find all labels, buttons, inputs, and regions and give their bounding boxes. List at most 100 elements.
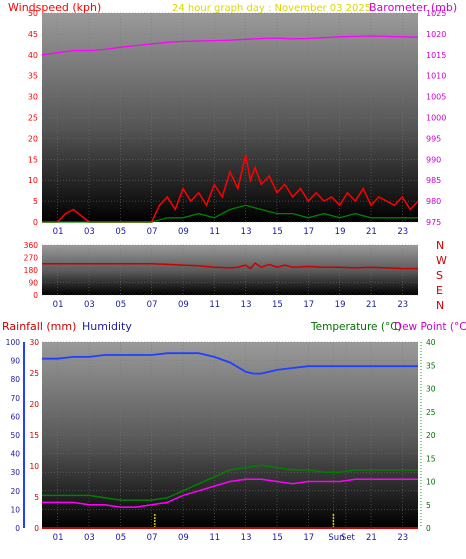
barometer-tick-label: 1005 [426,93,446,102]
windspeed-tick-label: 35 [28,72,38,81]
x-tick-label: 01 [53,533,64,543]
humidity-tick-label: 60 [10,412,20,421]
humidity-tick-label: 20 [10,487,20,496]
dewpoint-axis-title: Dew Point (°C) [394,321,466,333]
windspeed-tick-label: 45 [28,30,38,39]
windspeed-tick-label: 20 [28,134,38,143]
humidity-tick-label: 100 [6,338,21,347]
humidity-tick-label: 70 [10,394,20,403]
compass-label-e: E [436,284,443,297]
x-tick-label: 11 [209,300,220,310]
gust-series-line [42,204,418,223]
rainfall-axis-title: Rainfall (mm) [2,320,76,333]
humidity-tick-label: 50 [10,431,20,440]
temperature-tick-label: 10 [426,478,436,487]
barometer-tick-label: 1015 [426,51,446,60]
rainfall-tick-label: 10 [29,462,39,471]
barometer-tick-label: 1010 [426,72,446,81]
barometer-series-line [41,35,419,56]
x-tick-label: 07 [147,533,158,543]
humidity-tick-label: 40 [10,450,20,459]
x-tick-label: 05 [115,227,126,237]
humidity-tick-label: 10 [10,505,20,514]
x-tick-label: Set [341,533,356,543]
x-tick-label: 23 [397,533,408,543]
temperature-tick-label: 35 [426,361,436,370]
x-tick-label: 17 [303,533,314,543]
x-tick-label: 11 [209,533,220,543]
temperature-tick-label: 30 [426,385,436,394]
x-tick-label: 09 [178,533,189,543]
axes-layer: 01 03 05 07 09 11 13 15 17 19 21 230510152025303540… [6,9,447,543]
rainfall-tick-label: 0 [34,524,39,533]
humidity-tick-label: 80 [10,375,20,384]
humidity-series-line [42,352,418,375]
x-tick-label: 13 [241,227,252,237]
x-tick-label: 03 [84,533,95,543]
x-tick-label: 19 [335,300,346,310]
grid-layer [42,12,418,529]
rainfall-tick-label: 30 [29,338,39,347]
temperature-tick-label: 5 [426,501,431,510]
x-tick-label: 03 [84,227,95,237]
x-tick-label: 09 [178,227,189,237]
x-tick-label: 01 [53,227,64,237]
temperature-panel-background [42,342,418,528]
x-tick-label: 05 [115,533,126,543]
compass-label-n-top: N [436,239,444,252]
direction-tick-label: 180 [24,266,39,275]
compass-label-s: S [436,269,443,282]
series-layer [41,35,419,529]
x-tick-label: 07 [147,227,158,237]
x-tick-label: 01 [53,300,64,310]
wind-panel-background [42,13,418,222]
windspeed-tick-label: 25 [28,114,38,123]
barometer-tick-label: 995 [426,134,441,143]
temperature-tick-label: 15 [426,454,436,463]
x-tick-label: 21 [366,227,377,237]
humidity-tick-label: 90 [10,357,20,366]
temperature-tick-label: 20 [426,431,436,440]
graph-date-title: 24 hour graph day : November 03 2025 [172,3,371,14]
compass-label-w: W [436,254,447,267]
x-tick-label: 15 [272,227,283,237]
windspeed-tick-label: 10 [28,176,38,185]
humidity-tick-label: 30 [10,468,20,477]
dewpoint-series-line [42,478,418,508]
barometer-tick-label: 975 [426,218,441,227]
windspeed-tick-label: 40 [28,51,38,60]
temperature-tick-label: 25 [426,408,436,417]
x-tick-label: 23 [397,227,408,237]
temperature-tick-label: 40 [426,338,436,347]
humidity-axis-title: Humidity [82,320,132,333]
rainfall-tick-label: 25 [29,369,39,378]
humidity-tick-label: 0 [15,524,20,533]
windspeed-tick-label: 5 [33,197,38,206]
windspeed-axis-title: Windspeed (kph) [8,1,101,14]
direction-tick-label: 0 [33,291,38,300]
x-tick-label: 03 [84,300,95,310]
x-tick-label: 23 [397,300,408,310]
direction-series-line [42,262,418,270]
barometer-tick-label: 1020 [426,30,446,39]
direction-tick-label: 90 [28,279,38,288]
x-tick-label: 19 [335,227,346,237]
barometer-tick-label: 980 [426,197,441,206]
temperature-axis-title: Temperature (°C) [310,321,402,333]
barometer-axis-title: Barometer (mb) [369,1,457,14]
windspeed-tick-label: 50 [28,9,38,18]
rainfall-tick-label: 20 [29,400,39,409]
rainfall-tick-label: 5 [34,493,39,502]
x-tick-label: 15 [272,533,283,543]
x-tick-label: 21 [366,533,377,543]
barometer-tick-label: 1025 [426,9,446,18]
x-tick-label: 11 [209,227,220,237]
x-tick-label: 13 [241,533,252,543]
rainfall-tick-label: 15 [29,431,39,440]
temperature-tick-label: 0 [426,524,431,533]
compass-label-n-bottom: N [436,299,444,312]
x-tick-label: 17 [303,227,314,237]
windspeed-tick-label: 30 [28,93,38,102]
